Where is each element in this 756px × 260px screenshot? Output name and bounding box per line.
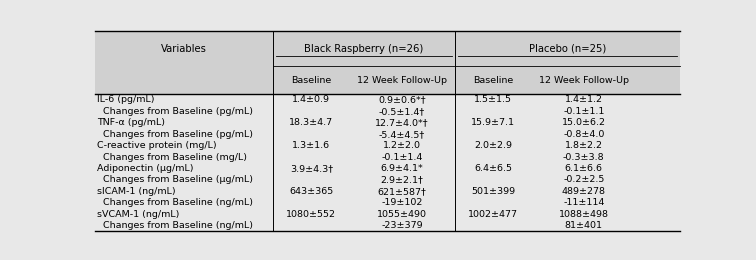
Text: 12.7±4.0*†: 12.7±4.0*† [375, 118, 429, 127]
Text: 6.4±6.5: 6.4±6.5 [474, 164, 512, 173]
Text: 1.4±1.2: 1.4±1.2 [565, 95, 603, 105]
Text: Changes from Baseline (mg/L): Changes from Baseline (mg/L) [98, 153, 247, 162]
Text: -19±102: -19±102 [382, 198, 423, 207]
Bar [94, 31, 680, 66]
Text: sICAM-1 (ng/mL): sICAM-1 (ng/mL) [98, 187, 176, 196]
Text: 0.9±0.6*†: 0.9±0.6*† [378, 95, 426, 105]
Text: 1.5±1.5: 1.5±1.5 [474, 95, 512, 105]
Text: Baseline: Baseline [291, 76, 331, 85]
Text: 1088±498: 1088±498 [559, 210, 609, 219]
Text: Variables: Variables [161, 44, 207, 54]
Text: 12 Week Follow-Up: 12 Week Follow-Up [539, 76, 629, 85]
Text: 621±587†: 621±587† [378, 187, 426, 196]
Text: 643±365: 643±365 [289, 187, 333, 196]
Text: -5.4±4.5†: -5.4±4.5† [379, 130, 425, 139]
Text: C-reactive protein (mg/L): C-reactive protein (mg/L) [98, 141, 217, 150]
Text: IL-6 (pg/mL): IL-6 (pg/mL) [98, 95, 155, 105]
Text: -0.2±2.5: -0.2±2.5 [563, 176, 604, 185]
Text: 1.4±0.9: 1.4±0.9 [293, 95, 330, 105]
Text: 1055±490: 1055±490 [377, 210, 427, 219]
Text: 2.0±2.9: 2.0±2.9 [474, 141, 512, 150]
Text: -0.8±4.0: -0.8±4.0 [563, 130, 604, 139]
Text: -0.1±1.4: -0.1±1.4 [382, 153, 423, 162]
Text: -0.3±3.8: -0.3±3.8 [563, 153, 605, 162]
Bar [94, 66, 680, 94]
Text: 12 Week Follow-Up: 12 Week Follow-Up [357, 76, 447, 85]
Text: -0.1±1.1: -0.1±1.1 [563, 107, 604, 116]
Text: 1080±552: 1080±552 [287, 210, 336, 219]
Text: 489±278: 489±278 [562, 187, 606, 196]
Text: Changes from Baseline (ng/mL): Changes from Baseline (ng/mL) [98, 198, 253, 207]
Text: 81±401: 81±401 [565, 221, 603, 230]
Text: Changes from Baseline (pg/mL): Changes from Baseline (pg/mL) [98, 130, 253, 139]
Text: 3.9±4.3†: 3.9±4.3† [290, 164, 333, 173]
Text: 15.0±6.2: 15.0±6.2 [562, 118, 606, 127]
Text: 15.9±7.1: 15.9±7.1 [471, 118, 515, 127]
Text: sVCAM-1 (ng/mL): sVCAM-1 (ng/mL) [98, 210, 180, 219]
Text: TNF-α (pg/mL): TNF-α (pg/mL) [98, 118, 166, 127]
Text: -23±379: -23±379 [381, 221, 423, 230]
Text: -11±114: -11±114 [563, 198, 604, 207]
Text: Baseline: Baseline [472, 76, 513, 85]
Text: Placebo (n=25): Placebo (n=25) [529, 44, 606, 54]
Text: 6.9±4.1*: 6.9±4.1* [381, 164, 423, 173]
Text: 1002±477: 1002±477 [468, 210, 518, 219]
Text: Changes from Baseline (µg/mL): Changes from Baseline (µg/mL) [98, 176, 253, 185]
Text: 501±399: 501±399 [471, 187, 515, 196]
Text: 1.2±2.0: 1.2±2.0 [383, 141, 421, 150]
Text: Changes from Baseline (pg/mL): Changes from Baseline (pg/mL) [98, 107, 253, 116]
Text: Adiponectin (µg/mL): Adiponectin (µg/mL) [98, 164, 194, 173]
Text: 6.1±6.6: 6.1±6.6 [565, 164, 603, 173]
Text: 18.3±4.7: 18.3±4.7 [290, 118, 333, 127]
Text: 1.3±1.6: 1.3±1.6 [293, 141, 330, 150]
Text: 2.9±2.1†: 2.9±2.1† [381, 176, 423, 185]
Text: 1.8±2.2: 1.8±2.2 [565, 141, 603, 150]
Text: -0.5±1.4†: -0.5±1.4† [379, 107, 425, 116]
Text: Changes from Baseline (ng/mL): Changes from Baseline (ng/mL) [98, 221, 253, 230]
Text: Black Raspberry (n=26): Black Raspberry (n=26) [305, 44, 423, 54]
